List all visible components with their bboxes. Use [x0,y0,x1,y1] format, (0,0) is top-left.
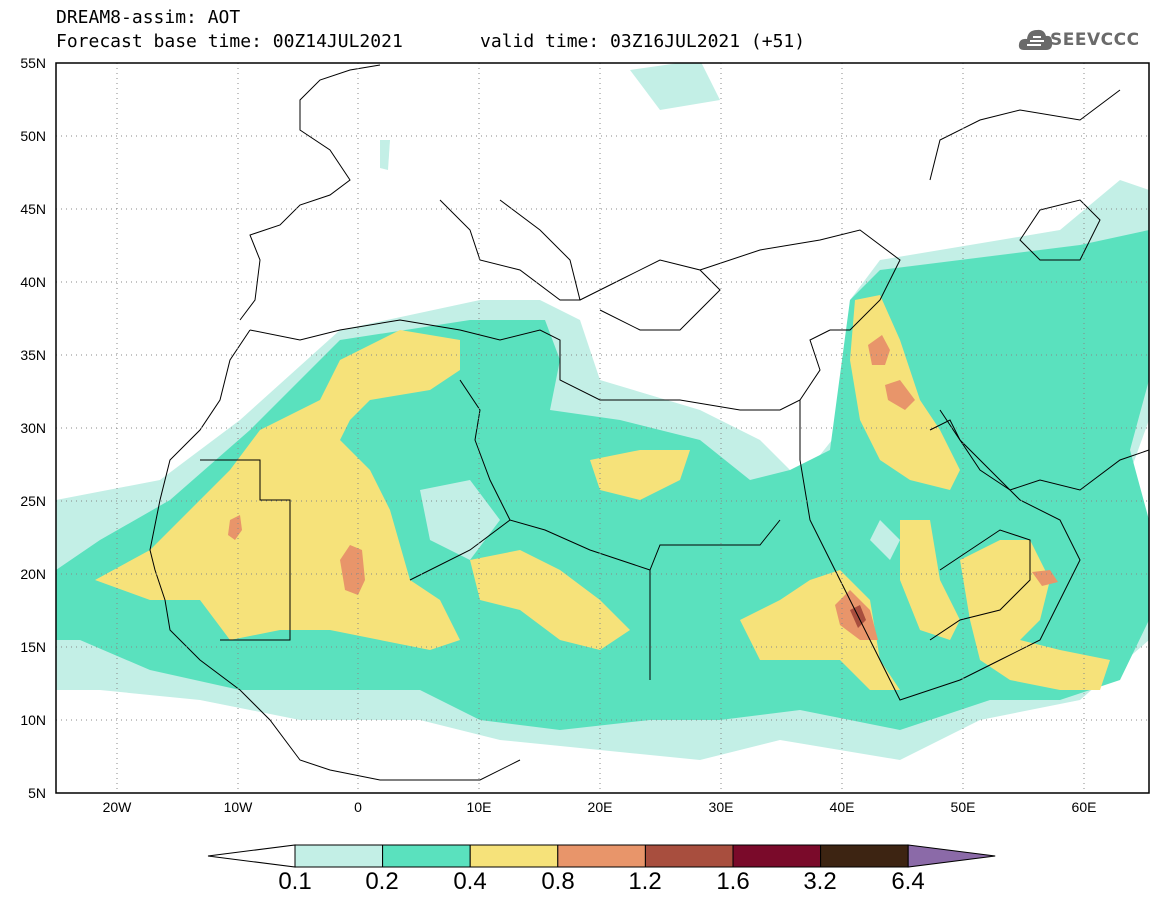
colorbar-swatch [382,844,471,868]
lat-label: 45N [20,201,46,217]
colorbar [207,844,996,868]
lat-label: 35N [20,347,46,363]
lat-axis: 55N 50N 45N 40N 35N 30N 25N 20N 15N 10N … [20,55,46,801]
colorbar-swatch [820,844,909,868]
colorbar-swatch [644,844,734,868]
colorbar-label: 6.4 [891,868,925,895]
cloud-logo-icon [1018,29,1053,50]
colorbar-label: 1.2 [628,868,662,895]
logo-text: SEEVCCC [1050,30,1140,50]
lon-label: 10W [224,799,254,815]
lat-label: 40N [20,274,46,290]
lon-label: 30E [709,799,734,815]
colorbar-over-triangle [907,844,996,868]
colorbar-label: 3.2 [803,868,837,895]
valid-time: valid time: 03Z16JUL2021 (+51) [480,31,806,52]
lat-label: 25N [20,493,46,509]
colorbar-label: 0.8 [541,868,575,895]
coastlines [149,64,1149,781]
colorbar-swatch [294,844,384,868]
colorbar-label: 0.2 [365,868,399,895]
lon-label: 10E [467,799,492,815]
lat-label: 30N [20,420,46,436]
lat-label: 50N [20,128,46,144]
lat-label: 20N [20,566,46,582]
lat-label: 15N [20,639,46,655]
forecast-base-time: Forecast base time: 00Z14JUL2021 [56,31,403,52]
colorbar-label: 1.6 [716,868,750,895]
aot-contour-fill [56,63,1149,760]
lat-label: 5N [28,785,46,801]
lon-label: 60E [1072,799,1097,815]
colorbar-swatch [732,844,822,868]
colorbar-label: 0.1 [278,868,312,895]
lon-label: 0 [354,799,362,815]
colorbar-swatch [557,844,646,868]
colorbar-swatch [469,844,559,868]
colorbar-under-triangle [207,844,296,868]
lat-label: 55N [20,55,46,71]
map-title: DREAM8-assim: AOT [56,7,241,28]
graticule [56,63,1149,793]
lon-label: 20E [588,799,613,815]
lon-label: 20W [103,799,133,815]
map-frame [55,62,1150,794]
lat-label: 10N [20,712,46,728]
colorbar-label: 0.4 [453,868,487,895]
lon-axis: 20W 10W 0 10E 20E 30E 40E 50E 60E [103,799,1097,815]
lon-label: 50E [951,799,976,815]
lon-label: 40E [830,799,855,815]
